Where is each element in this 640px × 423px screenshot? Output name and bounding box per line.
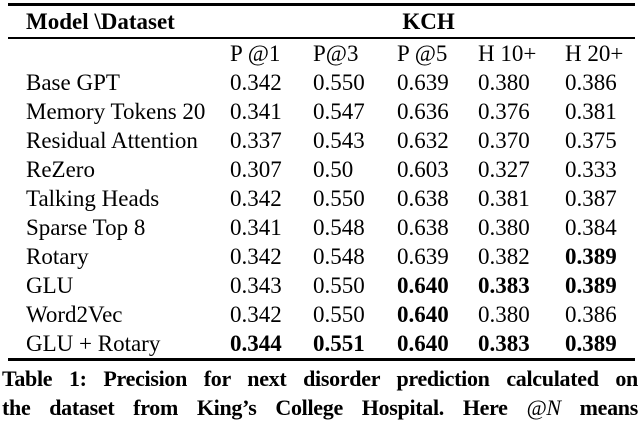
table-row: ReZero 0.307 0.50 0.603 0.327 0.333 <box>8 155 635 184</box>
value-cell: 0.333 <box>565 156 617 182</box>
value-cell: 0.341 <box>230 214 282 240</box>
value-cell: 0.50 <box>313 156 354 182</box>
value-cell: 0.551 <box>305 328 389 361</box>
table-row: Base GPT 0.342 0.550 0.639 0.380 0.386 <box>8 68 635 97</box>
value-cell: 0.380 <box>478 69 530 95</box>
value-cell: 0.383 <box>478 272 530 298</box>
model-cell: Memory Tokens 20 <box>26 98 206 124</box>
value-cell: 0.547 <box>313 98 365 124</box>
value-cell: 0.636 <box>397 98 449 124</box>
table-row: Rotary 0.342 0.548 0.639 0.382 0.389 <box>8 242 635 271</box>
value-cell: 0.343 <box>230 272 282 298</box>
value-cell: 0.638 <box>397 185 449 211</box>
table-row: Residual Attention 0.337 0.543 0.632 0.3… <box>8 126 635 155</box>
table-column-header-row: P @1 P@3 P @5 H 10+ H 20+ <box>8 38 635 68</box>
table-row: Sparse Top 8 0.341 0.548 0.638 0.380 0.3… <box>8 213 635 242</box>
value-cell: 0.640 <box>389 328 470 361</box>
value-cell: 0.550 <box>313 301 365 327</box>
table-caption: Table 1: Precision for next disorder pre… <box>2 364 638 422</box>
value-cell: 0.638 <box>397 214 449 240</box>
value-cell: 0.389 <box>565 243 617 269</box>
value-cell: 0.342 <box>230 243 282 269</box>
column-header-p5: P @5 <box>397 40 448 66</box>
table-row: GLU 0.343 0.550 0.640 0.383 0.389 <box>8 271 635 300</box>
results-table: Model \Dataset KCH P @1 P@3 P @5 H 10+ H… <box>8 3 636 361</box>
column-header-h20: H 20+ <box>565 40 624 66</box>
value-cell: 0.375 <box>565 127 617 153</box>
column-header-h10: H 10+ <box>478 40 537 66</box>
value-cell: 0.640 <box>397 272 449 298</box>
table-row: GLU + Rotary 0.344 0.551 0.640 0.383 0.3… <box>8 328 636 361</box>
value-cell: 0.383 <box>470 328 557 361</box>
value-cell: 0.550 <box>313 185 365 211</box>
value-cell: 0.341 <box>230 98 282 124</box>
model-cell: GLU <box>26 272 74 298</box>
value-cell: 0.344 <box>222 328 305 361</box>
model-cell: Residual Attention <box>26 127 198 153</box>
value-cell: 0.380 <box>478 214 530 240</box>
table-row: Word2Vec 0.342 0.550 0.640 0.380 0.386 <box>8 300 635 329</box>
value-cell: 0.342 <box>230 69 282 95</box>
model-cell: ReZero <box>26 156 95 182</box>
value-cell: 0.550 <box>313 272 365 298</box>
value-cell: 0.386 <box>565 301 617 327</box>
value-cell: 0.543 <box>313 127 365 153</box>
value-cell: 0.342 <box>230 185 282 211</box>
value-cell: 0.384 <box>565 214 617 240</box>
caption-line-2: the dataset from King’s College Hospital… <box>2 393 638 422</box>
model-cell: Sparse Top 8 <box>26 214 146 240</box>
value-cell: 0.342 <box>230 301 282 327</box>
model-cell: Rotary <box>26 243 89 269</box>
value-cell: 0.370 <box>478 127 530 153</box>
caption-line-2-text: the dataset from King’s College Hospital… <box>2 395 508 420</box>
value-cell: 0.337 <box>230 127 282 153</box>
model-cell: Talking Heads <box>26 185 160 211</box>
value-cell: 0.639 <box>397 69 449 95</box>
table-row: Memory Tokens 20 0.341 0.547 0.636 0.376… <box>8 97 635 126</box>
caption-math-at-n: @N <box>526 395 561 420</box>
column-header-empty <box>8 38 222 68</box>
table-group-header-row: Model \Dataset KCH <box>8 4 636 39</box>
value-cell: 0.389 <box>565 272 617 298</box>
value-cell: 0.381 <box>565 98 617 124</box>
value-cell: 0.386 <box>565 69 617 95</box>
value-cell: 0.327 <box>478 156 530 182</box>
value-cell: 0.632 <box>397 127 449 153</box>
value-cell: 0.548 <box>313 243 365 269</box>
value-cell: 0.380 <box>478 301 530 327</box>
model-cell: Word2Vec <box>26 301 123 327</box>
value-cell: 0.639 <box>397 243 449 269</box>
dataset-group-header: KCH <box>222 4 636 39</box>
value-cell: 0.550 <box>313 69 365 95</box>
model-cell: GLU + Rotary <box>8 328 222 361</box>
caption-line-1: Table 1: Precision for next disorder pre… <box>2 366 638 391</box>
caption-line-2-end: means <box>579 395 639 420</box>
model-cell: Base GPT <box>26 69 120 95</box>
value-cell: 0.387 <box>565 185 617 211</box>
value-cell: 0.603 <box>397 156 449 182</box>
value-cell: 0.381 <box>478 185 530 211</box>
value-cell: 0.640 <box>397 301 449 327</box>
value-cell: 0.376 <box>478 98 530 124</box>
value-cell: 0.548 <box>313 214 365 240</box>
value-cell: 0.382 <box>478 243 530 269</box>
corner-header: Model \Dataset <box>8 4 222 39</box>
value-cell: 0.307 <box>230 156 282 182</box>
value-cell: 0.389 <box>557 328 636 361</box>
table-row: Talking Heads 0.342 0.550 0.638 0.381 0.… <box>8 184 635 213</box>
column-header-p1: P @1 <box>230 40 281 66</box>
column-header-p3: P@3 <box>313 40 359 66</box>
